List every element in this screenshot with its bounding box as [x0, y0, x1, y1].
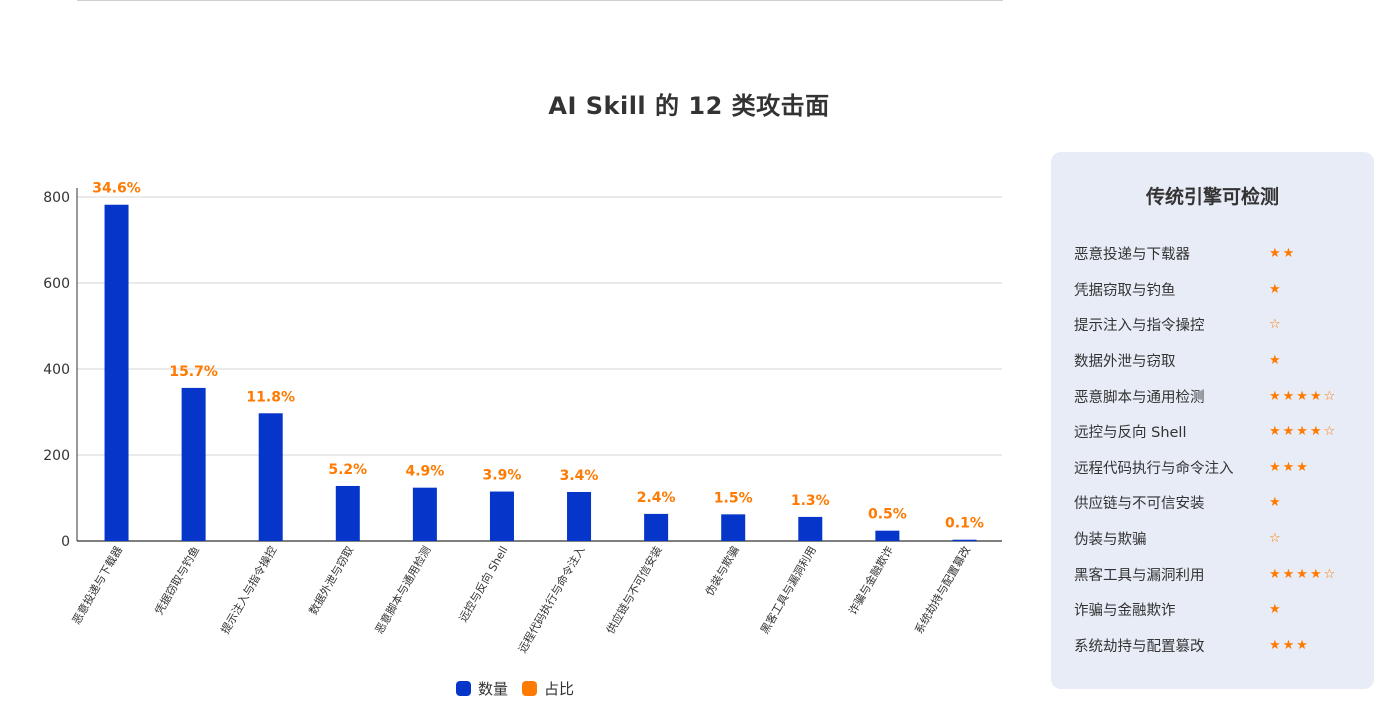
detection-row: 黑客工具与漏洞利用 ★★★★☆: [1074, 556, 1364, 592]
y-tick-label: 400: [43, 362, 70, 378]
x-tick-label: 诈骗与金融欺诈: [845, 544, 896, 618]
percent-label: 0.5%: [868, 507, 907, 523]
bar: [952, 539, 977, 542]
percent-label: 15.7%: [169, 364, 218, 380]
x-tick-label: 系统劫持与配置篡改: [911, 544, 973, 637]
detection-row-rating: ★★★: [1269, 459, 1310, 475]
detection-row: 伪装与欺骗 ☆: [1074, 521, 1364, 557]
detection-row-label: 远控与反向 Shell: [1074, 425, 1187, 442]
x-tick-label: 黑客工具与漏洞利用: [757, 544, 819, 637]
detection-row: 系统劫持与配置篡改 ★★★: [1074, 628, 1364, 664]
x-tick-label: 供应链与不可信安装: [603, 544, 665, 637]
x-tick-label: 凭据窃取与钓鱼: [152, 544, 203, 618]
detection-row: 数据外泄与窃取 ★: [1074, 343, 1364, 379]
detection-row-rating: ☆: [1269, 531, 1283, 547]
detection-row-label: 提示注入与指令操控: [1074, 318, 1205, 335]
bar: [644, 513, 669, 541]
x-tick-label: 数据外泄与窃取: [306, 544, 357, 618]
percent-label: 5.2%: [328, 462, 367, 478]
detection-row-label: 系统劫持与配置篡改: [1074, 638, 1205, 655]
bar: [721, 514, 746, 541]
percent-label: 1.5%: [714, 490, 753, 506]
legend-swatch-percent: [522, 681, 538, 696]
legend-item-count[interactable]: 数量: [456, 678, 508, 699]
detection-row: 远程代码执行与命令注入 ★★★: [1074, 450, 1364, 486]
detection-row-rating: ★★★★☆: [1269, 424, 1338, 440]
detection-row-rating: ★★: [1269, 246, 1297, 262]
legend-label-percent: 占比: [544, 680, 575, 698]
detection-row-label: 诈骗与金融欺诈: [1074, 603, 1176, 620]
x-tick-label: 恶意投递与下载器: [69, 544, 125, 627]
detection-row-rating: ★★★★☆: [1269, 566, 1338, 582]
bar: [104, 204, 129, 542]
detection-row-label: 黑客工具与漏洞利用: [1074, 567, 1205, 584]
detection-row: 凭据窃取与钓鱼 ★: [1074, 272, 1364, 308]
bar: [798, 516, 823, 541]
detection-row: 恶意脚本与通用检测 ★★★★☆: [1074, 378, 1364, 414]
y-tick-label: 200: [43, 448, 70, 464]
percent-label: 4.9%: [405, 464, 444, 480]
percent-label: 3.4%: [560, 468, 599, 484]
x-tick-label: 恶意脚本与通用检测: [372, 544, 434, 637]
detection-row-rating: ★★★★☆: [1269, 388, 1338, 404]
bar: [181, 387, 206, 541]
detection-panel: 传统引擎可检测 恶意投递与下载器 ★★ 凭据窃取与钓鱼 ★ 提示注入与指令操控 ☆ 数…: [1051, 152, 1374, 689]
x-tick-label: 远控与反向 Shell: [456, 544, 511, 625]
bar: [875, 530, 900, 541]
x-tick-label: 伪装与欺骗: [702, 544, 742, 599]
detection-row-label: 恶意脚本与通用检测: [1074, 389, 1205, 406]
x-tick-label: 提示注入与指令操控: [218, 544, 280, 637]
bar: [258, 413, 283, 541]
detection-row-rating: ☆: [1269, 317, 1283, 333]
detection-row-label: 恶意投递与下载器: [1074, 247, 1190, 264]
top-divider: [77, 0, 1003, 1]
detection-row-rating: ★: [1269, 602, 1283, 618]
detection-row: 提示注入与指令操控 ☆: [1074, 307, 1364, 343]
detection-row: 远控与反向 Shell ★★★★☆: [1074, 414, 1364, 450]
y-tick-label: 0: [61, 534, 70, 550]
percent-label: 34.6%: [92, 181, 141, 197]
detection-row-label: 伪装与欺骗: [1074, 532, 1147, 549]
detection-row-rating: ★: [1269, 281, 1283, 297]
detection-row-label: 供应链与不可信安装: [1074, 496, 1205, 513]
bar: [335, 485, 360, 541]
detection-row: 诈骗与金融欺诈 ★: [1074, 592, 1364, 628]
detection-row-rating: ★: [1269, 353, 1283, 369]
detection-list: 恶意投递与下载器 ★★ 凭据窃取与钓鱼 ★ 提示注入与指令操控 ☆ 数据外泄与窃取 ★ …: [1074, 236, 1364, 663]
legend-label-count: 数量: [478, 680, 509, 698]
detection-panel-title: 传统引擎可检测: [1145, 186, 1279, 208]
percent-label: 0.1%: [945, 516, 984, 532]
detection-row-rating: ★★★: [1269, 637, 1310, 653]
percent-label: 1.3%: [791, 493, 830, 509]
detection-row-label: 远程代码执行与命令注入: [1074, 460, 1234, 477]
chart-title: AI Skill 的 12 类攻击面: [548, 92, 830, 120]
bar: [489, 491, 514, 541]
bar: [412, 487, 437, 541]
percent-label: 3.9%: [483, 468, 522, 484]
bar-chart: 0 200 400 600 800 34.6% 恶意投递与下载器 15.7% 凭据窃取与钓鱼 11…: [43, 181, 1002, 656]
bar: [567, 491, 592, 541]
detection-row-label: 数据外泄与窃取: [1074, 354, 1176, 371]
x-tick-label: 远程代码执行与命令注入: [515, 544, 588, 656]
chart-legend: 数量 占比: [456, 678, 588, 699]
y-tick-label: 800: [43, 190, 70, 206]
detection-row-rating: ★: [1269, 495, 1283, 511]
detection-row: 恶意投递与下载器 ★★: [1074, 236, 1364, 272]
detection-row: 供应链与不可信安装 ★: [1074, 485, 1364, 521]
percent-label: 11.8%: [246, 389, 295, 405]
detection-row-label: 凭据窃取与钓鱼: [1074, 282, 1176, 299]
legend-item-percent[interactable]: 占比: [522, 678, 574, 699]
y-tick-label: 600: [43, 276, 70, 292]
percent-label: 2.4%: [637, 490, 676, 506]
legend-swatch-count: [456, 681, 471, 696]
